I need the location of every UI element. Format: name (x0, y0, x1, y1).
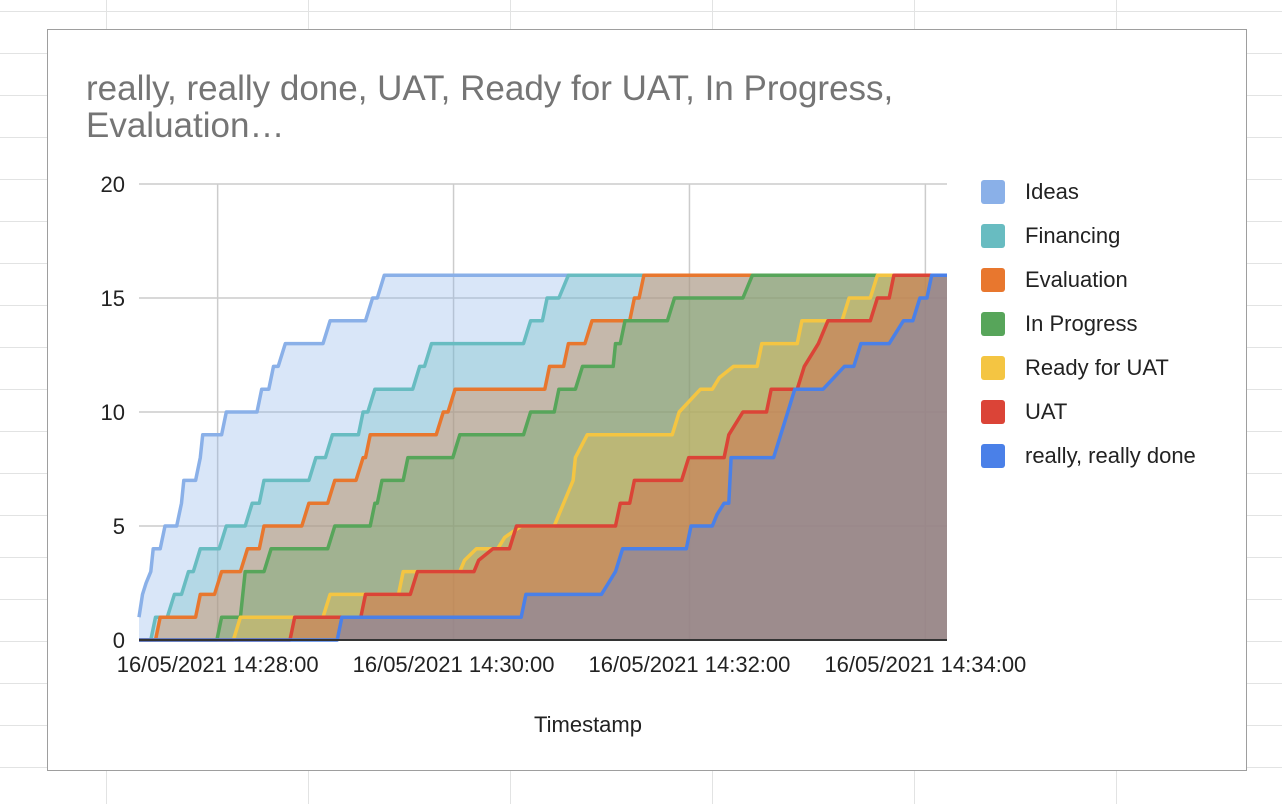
legend-swatch (981, 444, 1005, 468)
legend-swatch (981, 268, 1005, 292)
legend-swatch (981, 356, 1005, 380)
legend-item-ready-for-uat[interactable]: Ready for UAT (981, 346, 1196, 390)
y-tick-label: 10 (101, 400, 125, 425)
legend-label: really, really done (1025, 443, 1196, 469)
legend-item-financing[interactable]: Financing (981, 214, 1196, 258)
chart-legend: Ideas Financing Evaluation In Progress Ready… (981, 170, 1196, 478)
legend-label: Ready for UAT (1025, 355, 1169, 381)
x-tick-label: 16/05/2021 14:30:00 (353, 652, 555, 677)
y-tick-label: 20 (101, 172, 125, 197)
legend-label: In Progress (1025, 311, 1138, 337)
legend-item-really-really-done[interactable]: really, really done (981, 434, 1196, 478)
legend-label: Financing (1025, 223, 1120, 249)
legend-swatch (981, 180, 1005, 204)
y-tick-label: 15 (101, 286, 125, 311)
legend-swatch (981, 224, 1005, 248)
legend-swatch (981, 312, 1005, 336)
x-tick-labels: 16/05/2021 14:28:00 16/05/2021 14:30:00 16… (117, 652, 1027, 677)
y-tick-label: 0 (113, 628, 125, 653)
legend-item-ideas[interactable]: Ideas (981, 170, 1196, 214)
y-tick-labels: 0 5 10 15 20 (101, 172, 125, 653)
legend-label: Ideas (1025, 179, 1079, 205)
y-tick-label: 5 (113, 514, 125, 539)
legend-item-in-progress[interactable]: In Progress (981, 302, 1196, 346)
chart-frame[interactable]: really, really done, UAT, Ready for UAT,… (47, 29, 1247, 771)
legend-item-uat[interactable]: UAT (981, 390, 1196, 434)
x-tick-label: 16/05/2021 14:34:00 (824, 652, 1026, 677)
legend-swatch (981, 400, 1005, 424)
legend-item-evaluation[interactable]: Evaluation (981, 258, 1196, 302)
legend-label: UAT (1025, 399, 1067, 425)
x-axis-title: Timestamp (534, 712, 642, 737)
x-tick-label: 16/05/2021 14:32:00 (589, 652, 791, 677)
x-tick-label: 16/05/2021 14:28:00 (117, 652, 319, 677)
legend-label: Evaluation (1025, 267, 1128, 293)
